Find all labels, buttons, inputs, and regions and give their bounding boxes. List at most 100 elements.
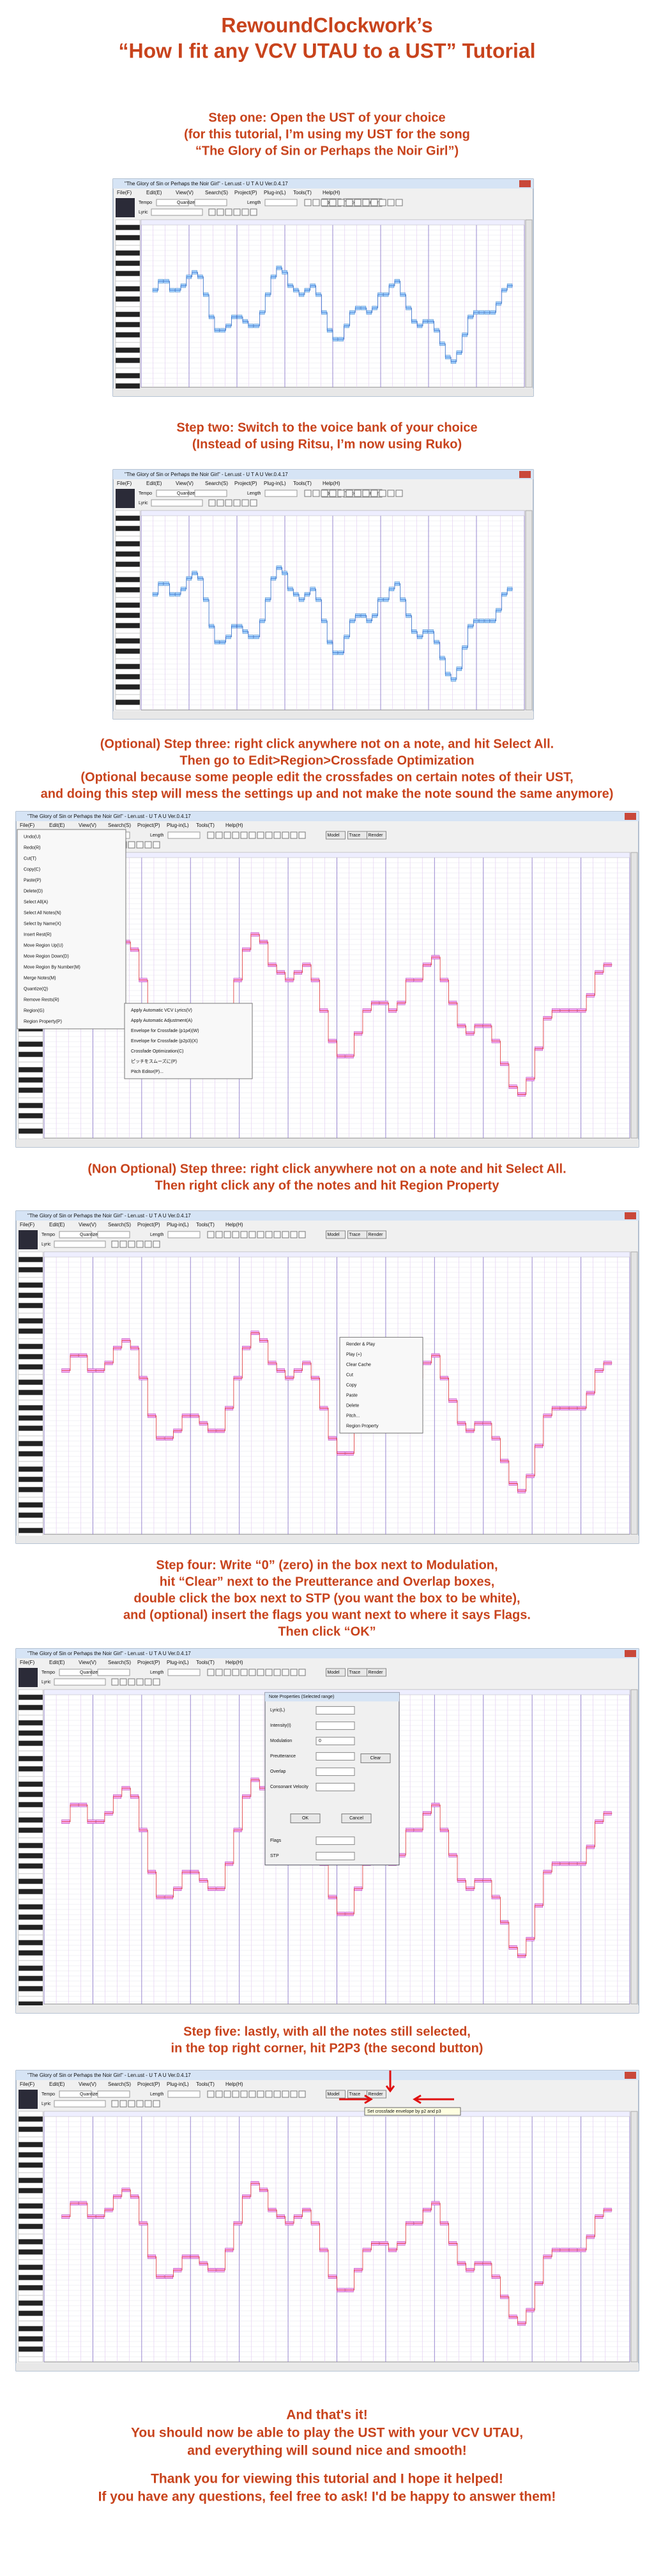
piano-key xyxy=(18,2264,43,2271)
menu-item: View(V) xyxy=(176,190,194,196)
piano-key xyxy=(115,383,141,389)
tool-icon xyxy=(136,2100,144,2108)
window-title: "The Glory of Sin or Perhaps the Noir Gi… xyxy=(27,814,191,819)
piano-key xyxy=(18,1359,43,1365)
avatar xyxy=(116,198,135,217)
menu-entry: Envelope for Crossfade (p1p4)(W) xyxy=(131,1029,199,1033)
menu-entry: ピッチをスムーズに(P) xyxy=(131,1058,177,1064)
tool-icon xyxy=(257,2090,264,2098)
piano-key xyxy=(115,332,141,338)
piano-key xyxy=(18,1817,43,1823)
piano-key xyxy=(18,1374,43,1380)
piano-key xyxy=(18,1476,43,1483)
dialog-input xyxy=(316,1752,355,1761)
menu-entry: Select by Name(X) xyxy=(24,922,61,926)
piano-key xyxy=(115,704,141,711)
tool-icon xyxy=(337,199,345,206)
toolbar-combo xyxy=(59,1231,92,1238)
piano-key xyxy=(18,1297,43,1304)
tool-icon xyxy=(387,490,395,497)
step-text: Step five: lastly, with all the notes st… xyxy=(183,2025,471,2039)
piano-key xyxy=(115,342,141,348)
piano-key xyxy=(18,1950,43,1956)
window-close xyxy=(625,1650,636,1657)
step-text: (Non Optional) Step three: right click a… xyxy=(87,1162,566,1176)
piano-key xyxy=(18,2315,43,2322)
piano-key xyxy=(18,1425,43,1431)
piano-key xyxy=(115,556,141,562)
piano-key xyxy=(18,1527,43,1534)
tool-icon xyxy=(217,499,224,507)
tool-icon xyxy=(225,208,232,216)
piano-key xyxy=(115,582,141,588)
title-bar xyxy=(16,2071,639,2080)
menu-item: Project(P) xyxy=(137,2081,160,2087)
piano-key xyxy=(18,1955,43,1961)
piano-key xyxy=(18,1123,43,1129)
piano-key xyxy=(115,597,141,603)
piano-key xyxy=(18,1036,43,1042)
button-label: Cancel xyxy=(349,1816,363,1821)
piano-key xyxy=(18,1853,43,1859)
toolbar-label: Quantize xyxy=(177,201,195,205)
toolbar-label: Quantize xyxy=(177,491,195,496)
piano-key xyxy=(115,515,141,521)
piano-key xyxy=(18,1097,43,1104)
piano-key xyxy=(18,1832,43,1839)
piano-key xyxy=(18,1694,43,1701)
piano-key xyxy=(115,541,141,547)
scrollbar-v xyxy=(630,852,638,1139)
piano-key xyxy=(115,561,141,567)
piano-key xyxy=(18,1945,43,1951)
menu-item: Help(H) xyxy=(225,1660,243,1665)
piano-key xyxy=(18,1046,43,1053)
scrollbar-v xyxy=(525,219,533,388)
lyric-label: Lyric xyxy=(42,1242,51,1247)
tool-icon xyxy=(153,1678,160,1686)
tool-icon xyxy=(379,490,386,497)
toolbar-label: Length xyxy=(150,833,164,838)
piano-key xyxy=(115,281,141,287)
window-close xyxy=(519,180,531,187)
status-bar xyxy=(16,2363,639,2371)
piano-key xyxy=(18,1430,43,1437)
piano-key xyxy=(18,2254,43,2260)
piano-key xyxy=(18,1354,43,1360)
piano-key xyxy=(18,1904,43,1910)
tool-icon xyxy=(337,490,345,497)
tool-icon xyxy=(111,1240,119,1248)
tool-icon xyxy=(225,499,232,507)
toolbar-button xyxy=(367,1230,386,1239)
scrollbar-v xyxy=(630,2111,638,2363)
toolbar-label: Length xyxy=(150,1233,164,1237)
piano-key xyxy=(18,2356,43,2363)
toolbar-label: Length xyxy=(247,201,261,205)
menu-item: View(V) xyxy=(79,1222,96,1228)
toolbar-label: Tempo xyxy=(42,1670,55,1675)
piano-key xyxy=(18,1689,43,1695)
menu-item: Edit(E) xyxy=(146,190,162,196)
piano-key xyxy=(115,250,141,256)
lyric-box xyxy=(54,1678,106,1686)
piano-key xyxy=(18,1077,43,1083)
tool-icon xyxy=(224,1669,231,1676)
thanks-line: If you have any questions, feel free to … xyxy=(98,2490,556,2504)
piano-key xyxy=(18,1041,43,1047)
piano-key xyxy=(18,1051,43,1058)
toolbar-combo xyxy=(264,490,298,497)
menu-entry: Paste(P) xyxy=(24,878,41,883)
piano-key xyxy=(18,1934,43,1941)
menu-item: Search(S) xyxy=(205,481,228,486)
menu-item: Plug-in(L) xyxy=(264,190,286,196)
tool-icon xyxy=(207,2090,215,2098)
tool-icon xyxy=(232,1669,240,1676)
piano-key xyxy=(18,1822,43,1828)
piano-key xyxy=(115,689,141,695)
tool-icon xyxy=(136,1240,144,1248)
piano-key xyxy=(115,622,141,629)
menu-entry: Undo(U) xyxy=(24,835,40,839)
tool-icon xyxy=(362,199,370,206)
piano-key xyxy=(18,1517,43,1523)
piano-key xyxy=(18,1878,43,1885)
piano-key xyxy=(18,1420,43,1426)
